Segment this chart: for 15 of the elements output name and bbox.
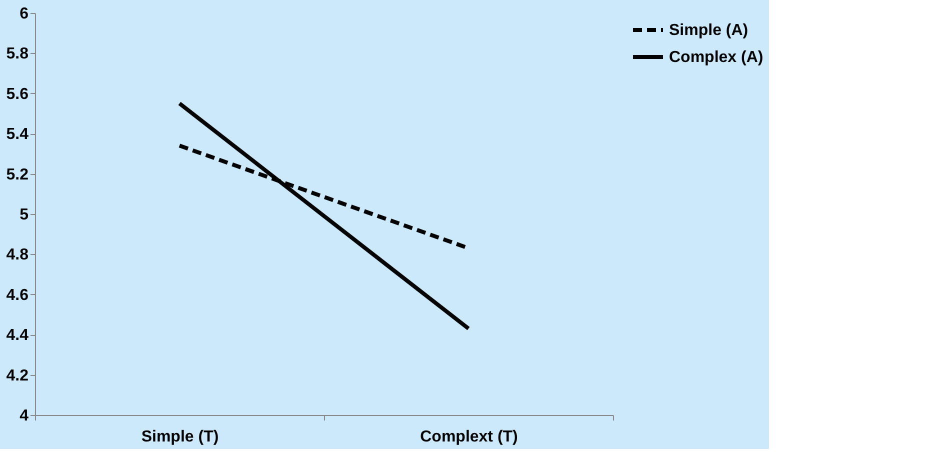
x-tick-label: Simple (T) <box>141 428 219 446</box>
y-tick-label: 5.4 <box>6 126 29 144</box>
y-tick-label: 4.2 <box>6 367 29 384</box>
y-tick-label: 4 <box>20 408 29 424</box>
y-tick-label: 4.4 <box>6 327 29 344</box>
y-tick-label: 6 <box>20 6 29 22</box>
y-tick-label: 4.8 <box>6 246 29 264</box>
legend-label: Complex (A) <box>669 49 764 66</box>
legend-label: Simple (A) <box>669 22 748 39</box>
y-tick-label: 5.8 <box>6 46 29 63</box>
x-tick-label: Complext (T) <box>420 428 518 446</box>
y-tick-label: 4.6 <box>6 286 29 304</box>
y-tick-label: 5.2 <box>6 166 29 184</box>
y-tick-label: 5 <box>20 206 29 224</box>
y-tick-label: 5.6 <box>6 86 29 103</box>
